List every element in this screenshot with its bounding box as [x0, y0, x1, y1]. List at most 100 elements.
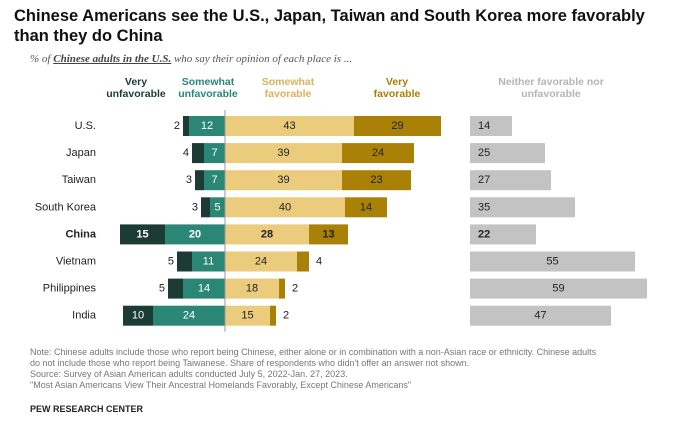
bar-somewhat-favorable-india	[225, 305, 270, 326]
label-neither-south-korea: 35	[478, 201, 490, 213]
label-somewhat-favorable-india: 15	[241, 310, 253, 322]
source-line: Source: Survey of Asian American adults …	[30, 369, 348, 379]
bar-somewhat-unfavorable-china	[165, 224, 225, 245]
bar-somewhat-favorable-china	[225, 224, 309, 245]
bar-somewhat-favorable-philippines	[225, 278, 279, 299]
label-somewhat-unfavorable-vietnam: 11	[203, 256, 214, 268]
category-label-india: India	[72, 310, 97, 322]
bar-neither-taiwan	[470, 170, 551, 191]
label-neither-philippines: 59	[552, 283, 564, 295]
bar-very-unfavorable-india	[123, 305, 153, 326]
bar-neither-vietnam	[470, 251, 635, 272]
label-very-favorable-south-korea: 14	[360, 201, 372, 213]
label-very-favorable-u-s: 29	[391, 120, 403, 132]
label-very-unfavorable-vietnam: 5	[168, 256, 174, 268]
bar-neither-japan	[470, 143, 545, 164]
label-neither-vietnam: 55	[546, 256, 558, 268]
header-neither: Neither favorable nor unfavorable	[498, 76, 604, 100]
bar-somewhat-unfavorable-philippines	[183, 278, 225, 299]
label-somewhat-favorable-taiwan: 39	[277, 174, 289, 186]
bar-very-favorable-vietnam	[297, 251, 309, 272]
bar-somewhat-favorable-vietnam	[225, 251, 297, 272]
label-very-unfavorable-south-korea: 3	[192, 201, 198, 213]
bar-neither-south-korea	[470, 197, 575, 218]
category-label-taiwan: Taiwan	[62, 174, 96, 186]
label-somewhat-unfavorable-south-korea: 5	[214, 201, 220, 213]
bar-very-favorable-japan	[342, 143, 414, 164]
bar-very-favorable-u-s	[354, 116, 441, 136]
label-somewhat-favorable-philippines: 18	[246, 283, 258, 295]
bar-very-unfavorable-vietnam	[177, 251, 192, 272]
label-very-favorable-china: 13	[322, 228, 334, 240]
label-somewhat-favorable-china: 28	[261, 228, 273, 240]
label-very-unfavorable-taiwan: 3	[186, 174, 192, 186]
label-very-unfavorable-china: 15	[136, 228, 148, 240]
chart-title: Chinese Americans see the U.S., Japan, T…	[14, 7, 645, 45]
bar-somewhat-favorable-u-s	[225, 116, 354, 136]
label-somewhat-unfavorable-taiwan: 7	[211, 174, 217, 186]
chart-notes: Note: Chinese adults include those who r…	[30, 347, 670, 391]
bar-very-unfavorable-u-s	[183, 116, 189, 136]
subtitle-prefix: % of	[30, 53, 54, 65]
pew-credit: PEW RESEARCH CENTER	[30, 404, 144, 414]
bar-neither-india	[470, 305, 611, 326]
label-somewhat-unfavorable-u-s: 12	[201, 120, 213, 132]
label-neither-japan: 25	[478, 147, 490, 159]
label-very-favorable-vietnam: 4	[316, 256, 322, 268]
bar-very-unfavorable-philippines	[168, 278, 183, 299]
note-line-2: do not include those who report being Ta…	[30, 358, 470, 368]
bar-somewhat-favorable-japan	[225, 143, 342, 164]
label-very-favorable-japan: 24	[372, 147, 384, 159]
bar-somewhat-unfavorable-japan	[204, 143, 225, 164]
label-neither-taiwan: 27	[478, 174, 490, 186]
header-somewhat-favorable: Somewhat favorable	[261, 76, 315, 100]
label-somewhat-unfavorable-japan: 7	[211, 147, 217, 159]
label-very-unfavorable-japan: 4	[183, 147, 189, 159]
subtitle-suffix: who say their opinion of each place is .…	[171, 53, 353, 65]
bar-very-unfavorable-china	[120, 224, 165, 245]
label-very-favorable-taiwan: 23	[370, 174, 382, 186]
bar-very-favorable-china	[309, 224, 348, 245]
label-very-unfavorable-india: 10	[132, 310, 144, 322]
bar-somewhat-unfavorable-vietnam	[192, 251, 225, 272]
label-neither-china: 22	[478, 228, 490, 240]
bar-somewhat-favorable-south-korea	[225, 197, 345, 218]
label-somewhat-favorable-japan: 39	[277, 147, 289, 159]
bar-very-favorable-philippines	[279, 278, 285, 299]
bar-very-unfavorable-taiwan	[195, 170, 204, 191]
bar-very-unfavorable-south-korea	[201, 197, 210, 218]
header-very-unfavorable: Very unfavorable	[106, 76, 166, 100]
bar-somewhat-favorable-taiwan	[225, 170, 342, 191]
label-very-unfavorable-u-s: 2	[174, 120, 180, 132]
label-somewhat-unfavorable-china: 20	[189, 228, 201, 240]
label-somewhat-unfavorable-india: 24	[183, 310, 195, 322]
category-label-south-korea: South Korea	[35, 201, 97, 213]
bar-very-unfavorable-japan	[192, 143, 204, 164]
bar-neither-u-s	[470, 116, 512, 136]
label-neither-u-s: 14	[478, 120, 490, 132]
bar-neither-philippines	[470, 278, 647, 299]
report-title-line: "Most Asian Americans View Their Ancestr…	[30, 380, 412, 390]
chart-subtitle: % of Chinese adults in the U.S. who say …	[30, 53, 352, 65]
label-very-favorable-india: 2	[283, 310, 289, 322]
label-somewhat-favorable-vietnam: 24	[255, 256, 267, 268]
subtitle-emphasis: Chinese adults in the U.S.	[53, 53, 172, 65]
label-somewhat-unfavorable-philippines: 14	[198, 283, 210, 295]
bar-somewhat-unfavorable-south-korea	[210, 197, 225, 218]
bar-very-favorable-south-korea	[345, 197, 387, 218]
header-somewhat-unfavorable: Somewhat unfavorable	[178, 76, 238, 100]
category-label-japan: Japan	[66, 147, 96, 159]
category-label-china: China	[65, 228, 96, 240]
label-neither-india: 47	[534, 310, 546, 322]
bar-somewhat-unfavorable-taiwan	[204, 170, 225, 191]
label-very-favorable-philippines: 2	[292, 283, 298, 295]
category-label-vietnam: Vietnam	[56, 256, 96, 268]
category-label-u-s: U.S.	[75, 120, 96, 132]
bar-very-favorable-india	[270, 305, 276, 326]
label-very-unfavorable-philippines: 5	[159, 283, 165, 295]
category-label-philippines: Philippines	[43, 283, 97, 295]
note-line-1: Note: Chinese adults include those who r…	[30, 347, 597, 357]
bar-somewhat-unfavorable-india	[153, 305, 225, 326]
label-somewhat-favorable-u-s: 43	[283, 120, 295, 132]
